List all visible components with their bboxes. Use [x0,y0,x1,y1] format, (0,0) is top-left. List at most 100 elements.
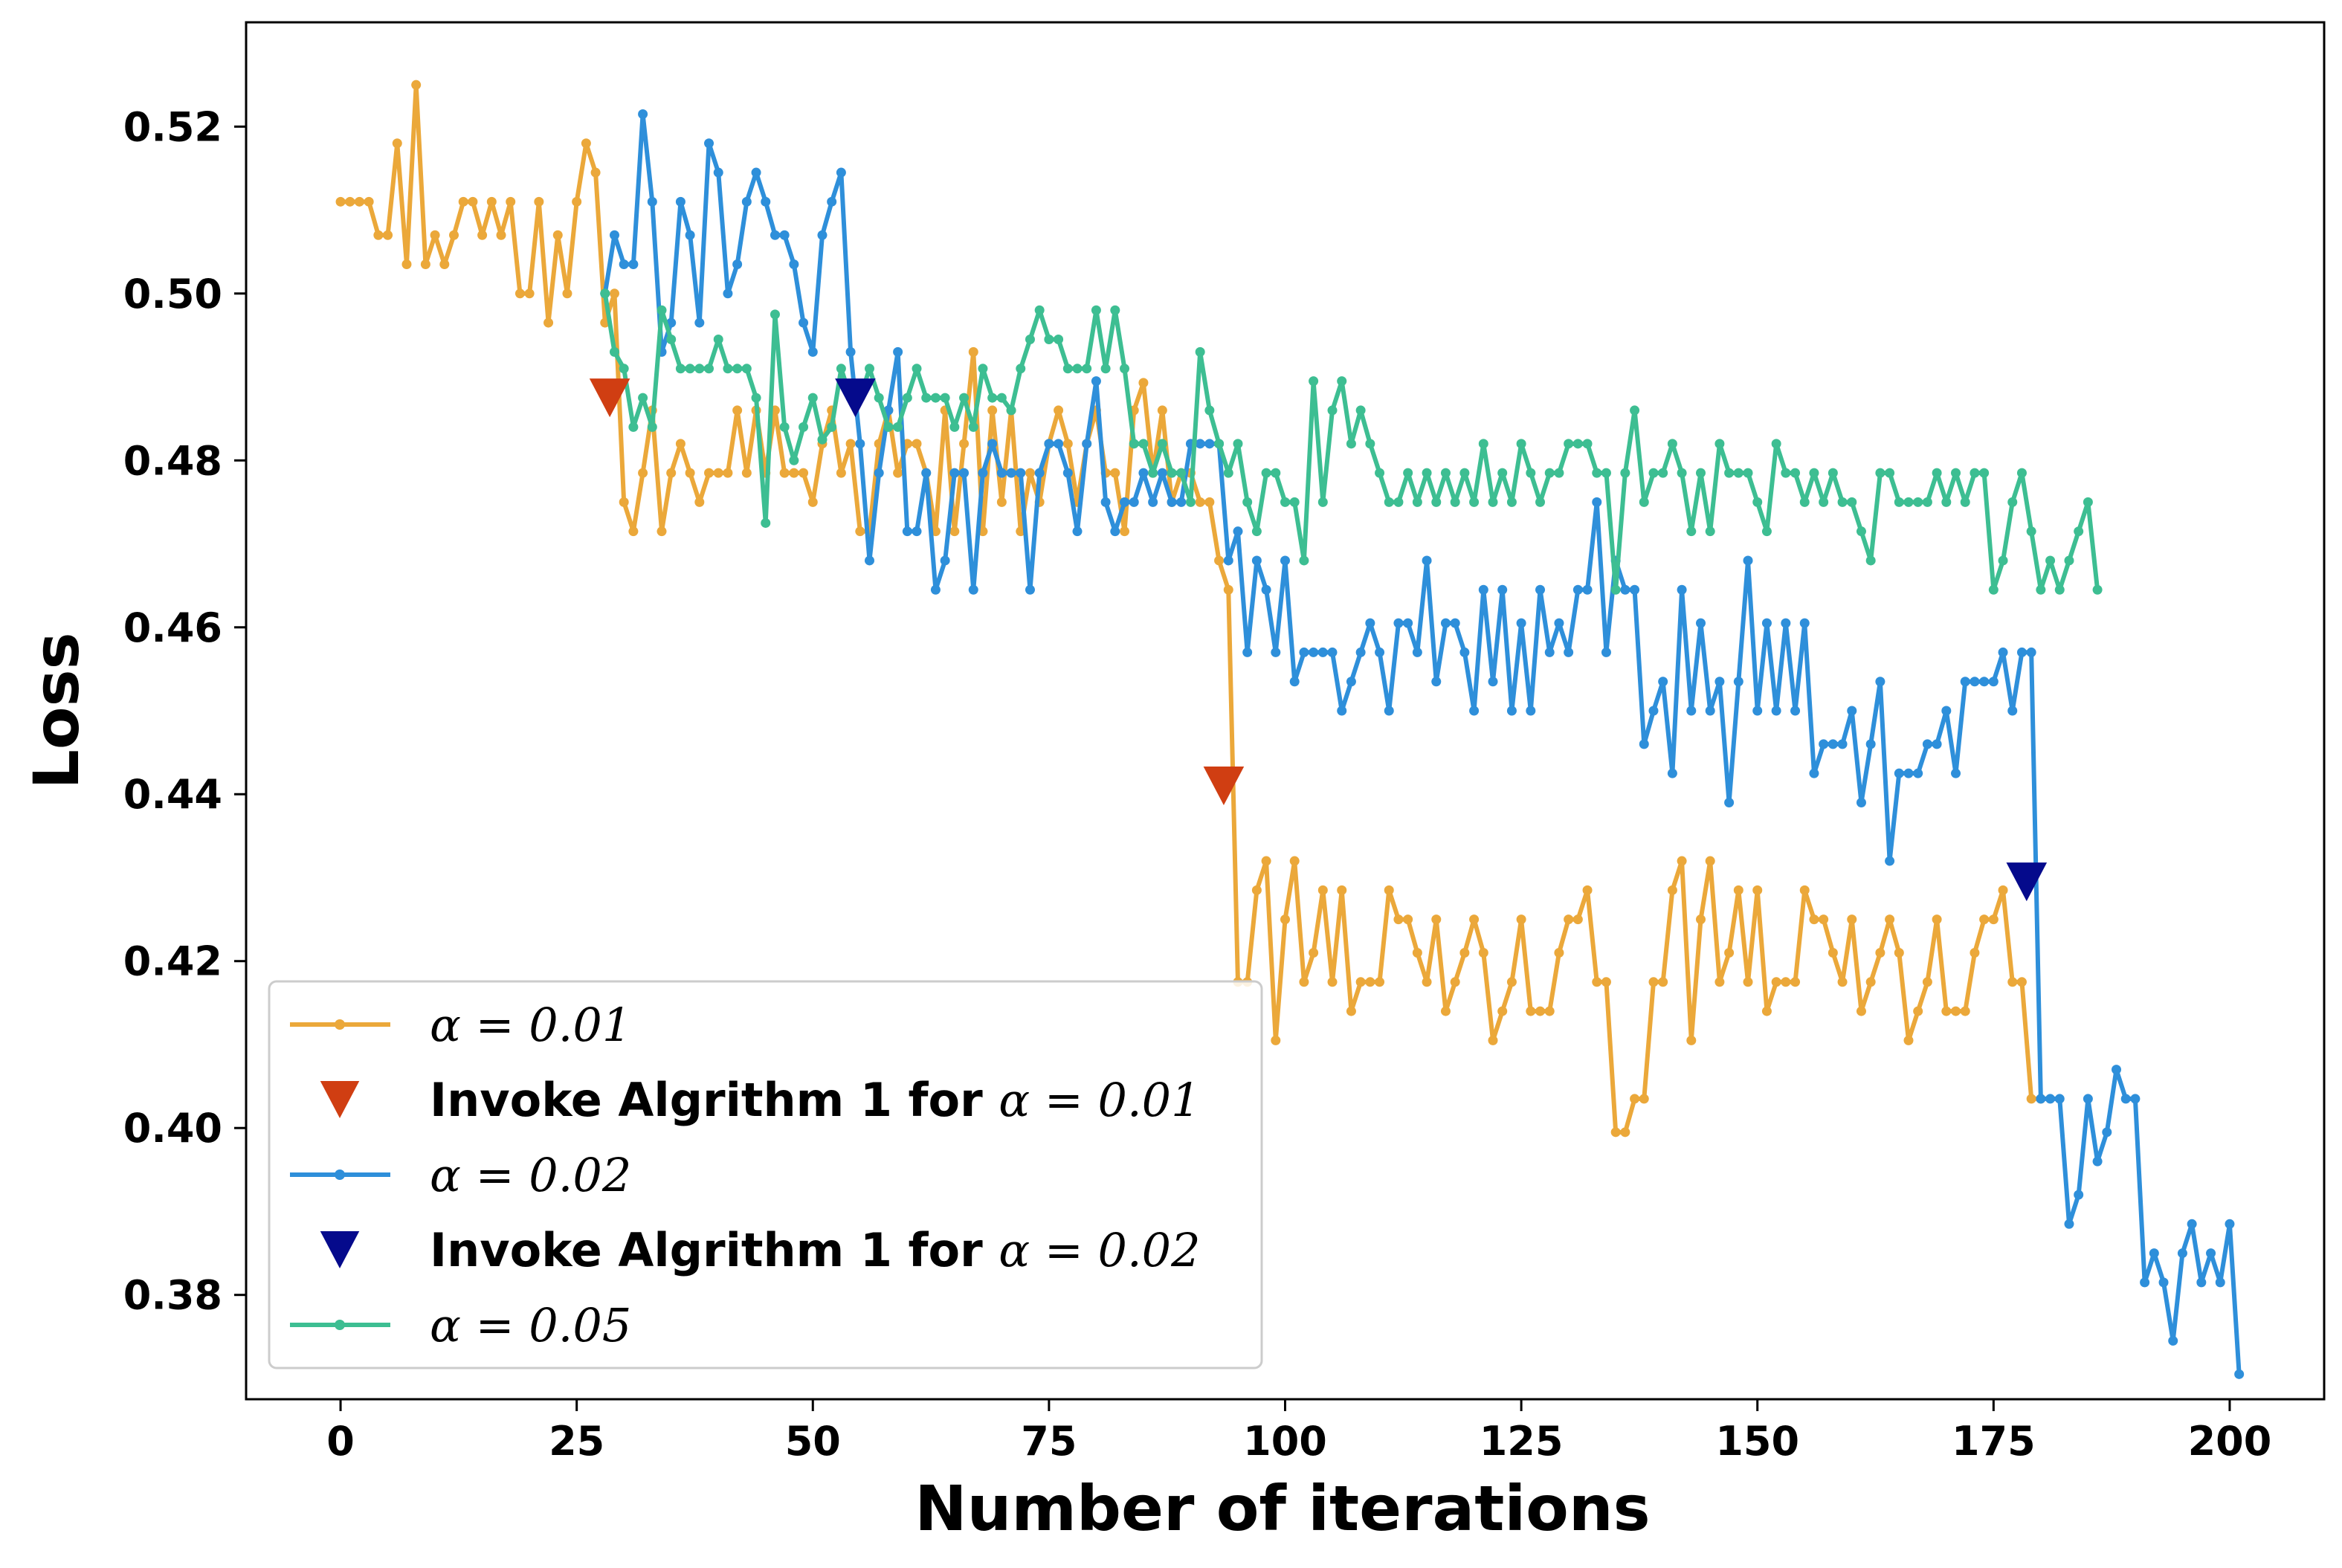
data-point [1214,439,1225,449]
data-point [2045,1094,2056,1104]
data-point [2007,706,2018,716]
data-point [827,196,837,207]
data-point [1110,526,1120,537]
data-point [1790,706,1801,716]
data-point [1497,584,1508,595]
data-point [1412,647,1422,657]
data-point [1743,555,1753,566]
data-point [1620,584,1630,595]
invoke-marker [2006,862,2048,902]
data-point [1138,378,1149,388]
invoke-marker [835,378,876,418]
data-point [1450,497,1460,507]
legend-label-math: α = 0.02 [999,1223,1200,1277]
data-point [855,439,865,449]
data-point [1054,405,1064,416]
data-point [572,196,582,207]
data-point [1554,468,1564,478]
data-point [581,138,591,149]
data-point [486,196,497,207]
data-point [987,393,998,403]
data-point [1223,584,1233,595]
data-point [1412,497,1422,507]
data-point [1799,618,1810,628]
data-point [1289,856,1300,866]
data-point [600,288,610,299]
data-point [1469,914,1480,925]
data-point [1309,647,1319,657]
data-point [619,497,629,507]
data-point [2054,1094,2065,1104]
data-point [1601,468,1611,478]
data-point [1686,1035,1697,1045]
data-point [685,230,695,240]
data-point [1440,618,1451,628]
x-tick-label: 150 [1715,1418,1799,1465]
data-point [2206,1248,2216,1259]
data-point [1054,335,1064,345]
data-point [893,422,903,432]
data-point [1979,468,1990,478]
y-tick-label: 0.46 [123,604,222,651]
data-point [1082,439,1092,449]
data-point [1393,497,1404,507]
data-point [1157,468,1167,478]
data-point [1752,706,1763,716]
data-point [1686,526,1697,537]
data-point [1951,468,1961,478]
data-point [807,497,818,507]
data-point [1412,948,1422,958]
data-point [1223,468,1233,478]
data-point [827,422,837,432]
data-point [1082,364,1092,374]
data-point [1960,497,1970,507]
data-point [1393,618,1404,628]
data-point [458,196,468,207]
x-tick-label: 200 [2188,1418,2272,1465]
data-point [1809,468,1819,478]
data-point [675,196,685,207]
data-point [1979,914,1990,925]
data-point [1781,977,1791,987]
data-point [2177,1248,2187,1259]
data-point [996,393,1007,403]
data-point [1639,1094,1649,1104]
legend-entry-5: α = 0.05 [290,1298,631,1352]
data-point [799,468,809,478]
data-point [865,555,874,566]
data-point [552,230,563,240]
legend-marker-swatch [320,1231,360,1268]
data-point [1743,468,1753,478]
legend-label: Invoke Algrithm 1 for α = 0.01 [430,1073,1201,1127]
data-point [335,196,346,207]
data-point [675,439,685,449]
legend-entry-2: Invoke Algrithm 1 for α = 0.01 [320,1073,1201,1127]
data-point [657,526,667,537]
data-point [865,364,874,374]
data-point [1195,439,1205,449]
data-point [723,468,733,478]
data-point [694,364,705,374]
data-point [1998,555,2008,566]
data-point [1223,555,1233,566]
data-point [638,109,648,119]
data-point [1233,439,1243,449]
data-point [1355,977,1366,987]
data-point [1403,618,1413,628]
data-point [2120,1094,2131,1104]
data-point [1630,584,1640,595]
data-point [1932,739,1942,749]
data-point [1054,439,1064,449]
data-point [1072,364,1083,374]
data-point [2036,584,2046,595]
data-point [1072,526,1083,537]
data-point [628,526,639,537]
data-point [1865,977,1876,987]
data-point [2140,1277,2150,1288]
data-point [1564,647,1574,657]
data-point [1885,914,1895,925]
data-point [1044,335,1054,345]
data-point [1724,797,1735,807]
y-tick-label: 0.52 [123,103,222,150]
data-point [1148,468,1158,478]
